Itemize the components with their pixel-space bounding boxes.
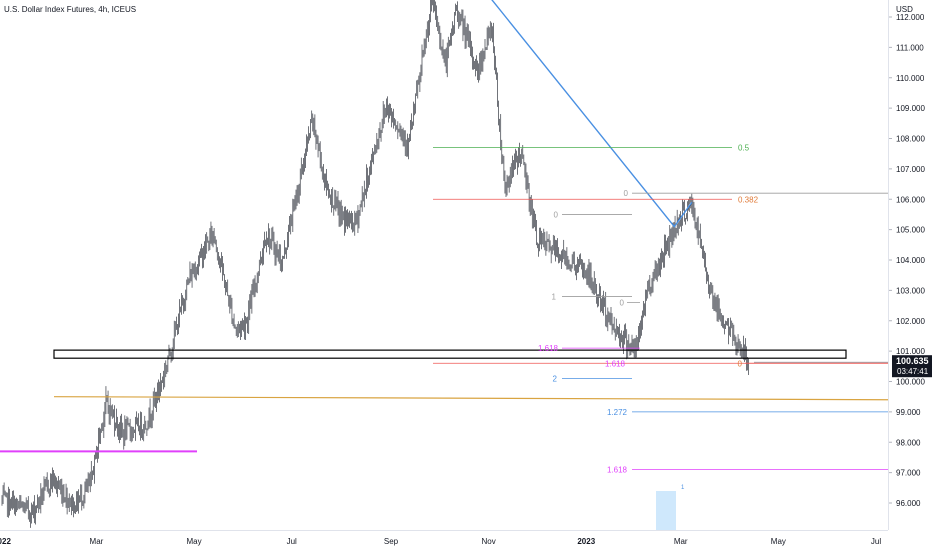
fib-level-label: 0 [738,359,743,368]
price-tick-label: 99.000 [896,408,921,417]
currency-label: USD [896,5,913,14]
price-tick-label: 105.000 [896,226,925,235]
fib-level-label: 2 [553,374,558,383]
price-tick-label: 98.000 [896,438,921,447]
price-tick-label: 108.000 [896,135,925,144]
fib-level-label: 1.618 [538,344,559,353]
fib-level-label: 0.382 [738,195,759,204]
fib-level-label: 0 [620,299,625,308]
blue-path [491,0,693,228]
price-tick-label: 106.000 [896,195,925,204]
price-axis: 112.000 111.000 110.000 109.000 108.000 107.0… [888,0,932,530]
fib-level-label: 0 [554,210,559,219]
time-axis: 2022 Mar May Jul Sep Nov 2023 Mar May Jul [0,530,888,546]
small-marker: 1 [681,485,685,491]
time-tick-label: 2023 [577,537,595,546]
fib-level-label: 0 [624,189,629,198]
price-tick-label: 100.000 [896,378,925,387]
candles [1,0,749,528]
price-tick-label: 110.000 [896,74,925,83]
price-tick-label: 96.000 [896,499,921,508]
countdown-timer: 03:47:41 [897,367,929,376]
time-tick-label: May [187,537,202,546]
fib-level-label: 0.5 [738,144,750,153]
price-tick-label: 111.000 [896,43,924,52]
fib-level-label: 1 [552,292,557,301]
time-tick-label: Jul [871,537,881,546]
fib-level-label: 1.618 [607,466,628,475]
fib-level-label: 1.618 [605,359,626,368]
price-tick-label: 107.000 [896,165,925,174]
highlight-box [656,491,676,530]
price-tick-label: 109.000 [896,104,925,113]
last-price-label: 100.635 03:47:41 [892,355,932,378]
time-tick-label: 2022 [0,537,11,546]
support-zone-rect [53,349,847,359]
price-tick-label: 112.000 [896,13,925,22]
time-tick-label: Mar [90,537,104,546]
price-axis-bg [889,0,932,530]
price-tick-label: 104.000 [896,256,925,265]
fib-level-label: 1.272 [607,408,628,417]
time-tick-label: Sep [384,537,399,546]
time-tick-label: May [771,537,786,546]
price-tick-label: 102.000 [896,317,925,326]
orange-trendline [53,396,889,401]
price-tick-label: 103.000 [896,286,925,295]
time-tick-label: Jul [287,537,297,546]
last-price-value: 100.635 [896,356,929,366]
time-tick-label: Nov [482,537,496,546]
time-tick-label: Mar [674,537,688,546]
chart-title: U.S. Dollar Index Futures, 4h, ICEUS [4,5,136,14]
price-tick-label: 97.000 [896,469,921,478]
annotations: 0.5 0.382 0 0 1 0 1.618 1.618 0 2 1.272 1.618 1 [0,0,889,530]
price-tick-label: 101.000 [896,347,925,356]
